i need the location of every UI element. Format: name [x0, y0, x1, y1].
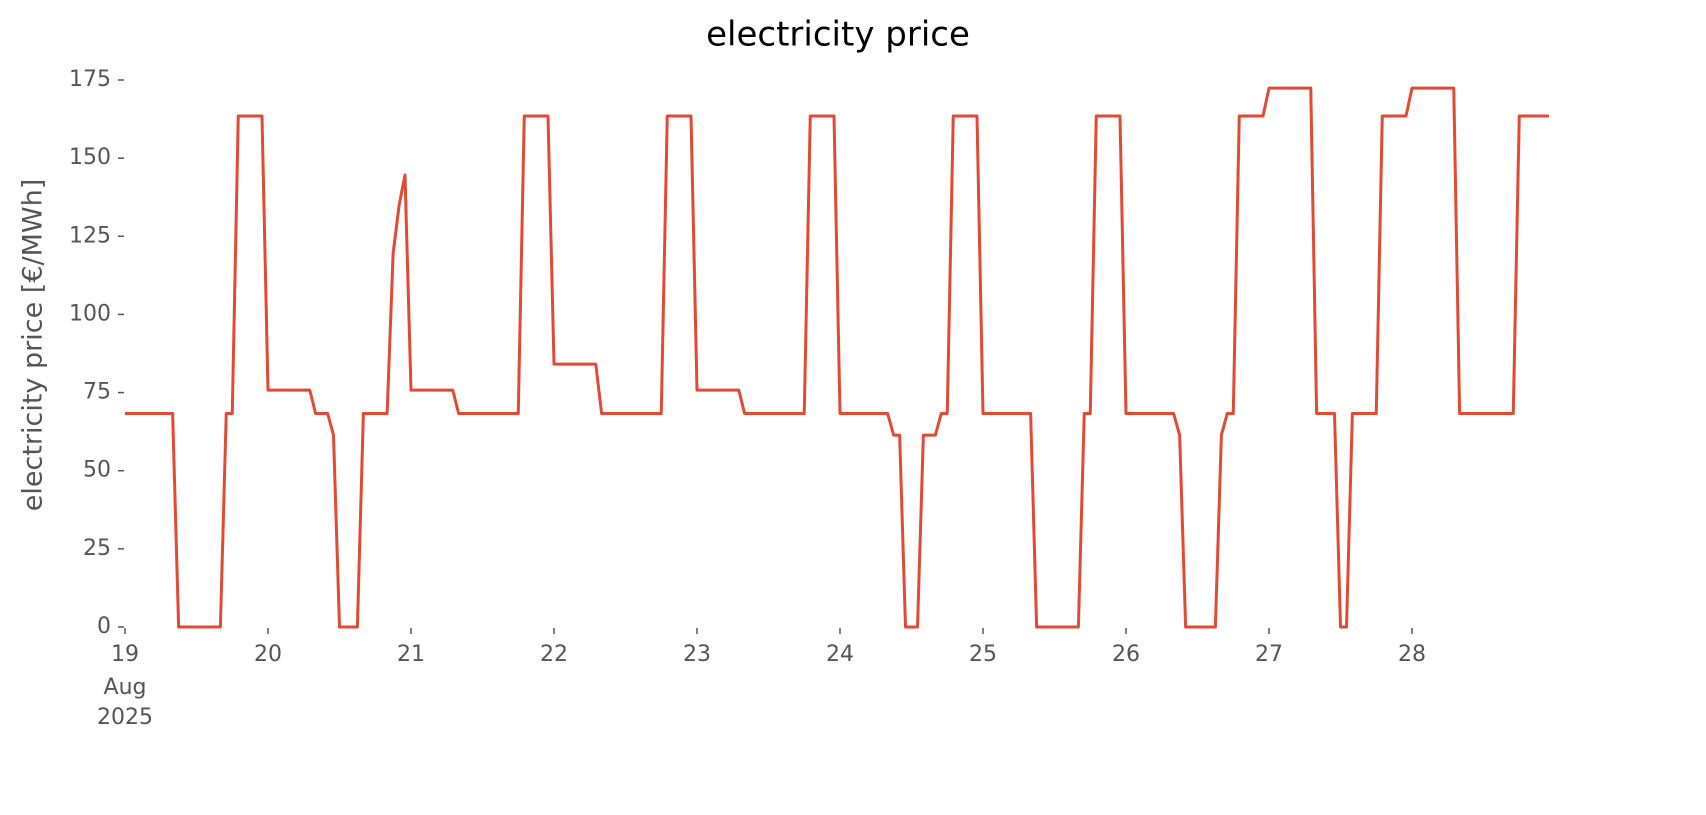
x-tick-label: 19: [111, 642, 139, 667]
y-tick-label: 100: [69, 301, 111, 326]
y-tick-label: 0: [97, 614, 111, 639]
x-tick-label: 25: [969, 642, 997, 667]
x-tick-label: 27: [1255, 642, 1283, 667]
chart-title: electricity price: [706, 15, 970, 55]
y-axis-label: electricity price [€/MWh]: [18, 179, 49, 511]
y-tick-label: 75: [83, 380, 111, 405]
x-tick-label: 26: [1112, 642, 1140, 667]
x-tick-label: 22: [540, 642, 568, 667]
y-tick-label: 25: [83, 536, 111, 561]
x-tick-label: 28: [1398, 642, 1426, 667]
y-tick-label: 175: [69, 67, 111, 92]
y-tick-label: 150: [69, 145, 111, 170]
x-date-label: 2025: [97, 705, 153, 730]
y-tick-label: 125: [69, 223, 111, 248]
y-tick-label: 50: [83, 458, 111, 483]
x-tick-label: 24: [826, 642, 854, 667]
x-date-label: Aug: [104, 675, 147, 700]
price-line: [125, 86, 1549, 629]
x-tick-label: 23: [683, 642, 711, 667]
x-tick-label: 21: [397, 642, 425, 667]
x-tick-label: 20: [254, 642, 282, 667]
